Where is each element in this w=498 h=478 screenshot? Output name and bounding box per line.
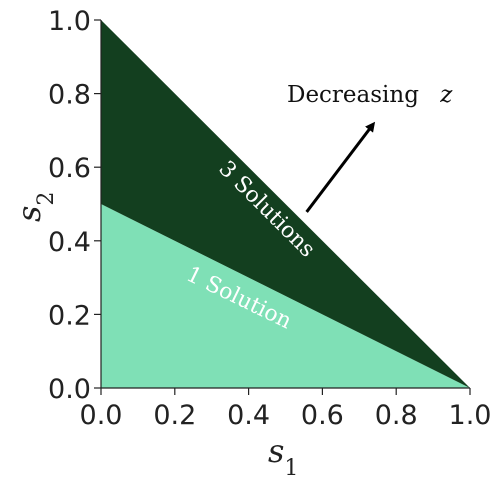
y-axis-label-subscript: 2	[34, 192, 59, 206]
decreasing-z-annotation: Decreasing z	[287, 82, 453, 108]
annotation-text: Decreasing	[287, 82, 419, 108]
x-tick-label: 0.6	[301, 400, 344, 431]
x-axis-label: s1	[268, 432, 298, 478]
region-3-solutions	[101, 20, 470, 388]
ticks-layer: 0.0 0.2 0.4 0.6 0.8 1.0 0.0 0.2 0.4 0.6 0.8 1.0	[48, 6, 491, 431]
axes-layer	[100, 20, 470, 389]
y-tick-label: 0.0	[48, 374, 91, 405]
y-tick-label: 0.8	[48, 80, 91, 111]
x-axis-label-base: s	[268, 432, 284, 470]
x-tick-label: 0.0	[80, 400, 123, 431]
x-tick-label: 0.4	[227, 400, 270, 431]
annotation-layer: Decreasing z	[287, 82, 453, 213]
decreasing-z-arrow	[305, 121, 376, 213]
y-tick-label: 1.0	[48, 6, 91, 37]
x-axis-label-subscript: 1	[284, 456, 298, 478]
y-axis-label: s2	[10, 192, 59, 222]
x-tick-label: 0.2	[153, 400, 196, 431]
y-tick-label: 0.6	[48, 153, 91, 184]
y-tick-label: 0.4	[48, 227, 91, 258]
y-tick-label: 0.2	[48, 300, 91, 331]
y-axis-label-base: s	[10, 206, 48, 222]
x-tick-label: 1.0	[449, 400, 492, 431]
x-tick-label: 0.8	[375, 400, 418, 431]
regions-layer	[101, 20, 470, 388]
annotation-variable: z	[439, 82, 453, 108]
